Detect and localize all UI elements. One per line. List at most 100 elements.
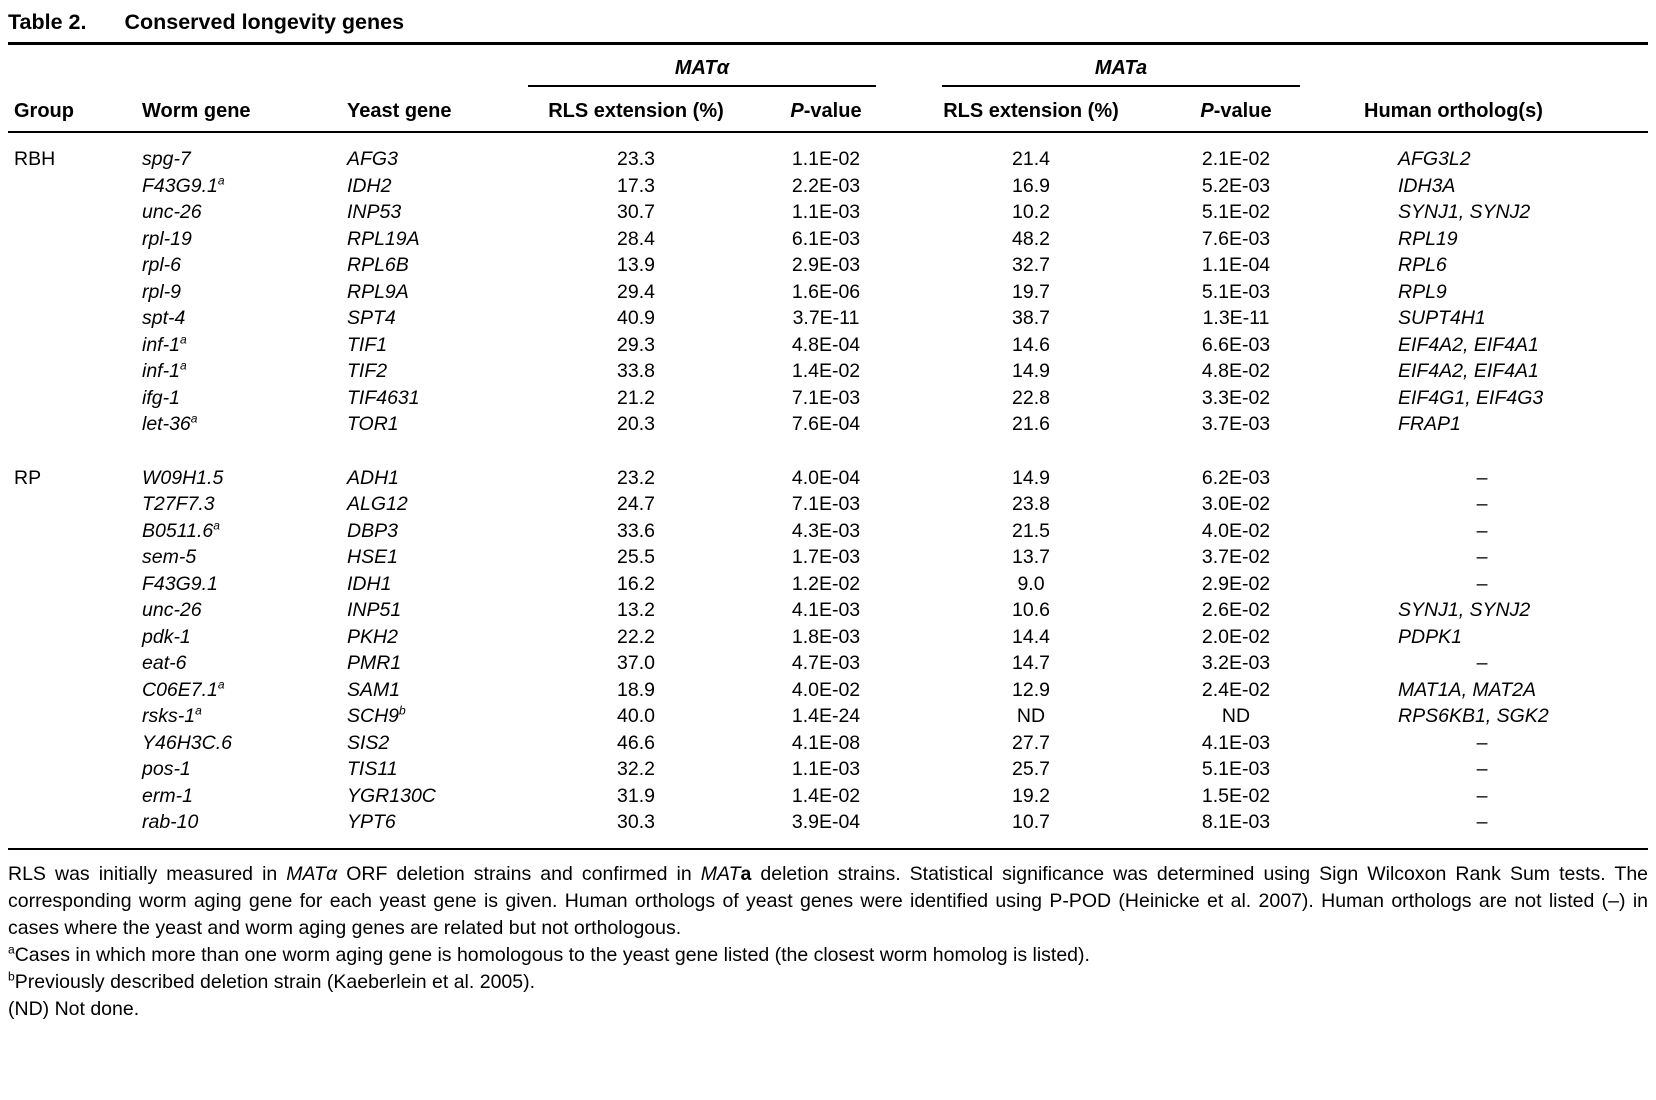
mat-a-rls-cell: 16.9 [1012, 174, 1050, 197]
group-cell [8, 252, 136, 279]
mat-alpha-pvalue-cell: 1.8E-03 [791, 625, 861, 648]
mat-a-rls-cell: 14.7 [1012, 652, 1050, 674]
mat-a-rls-cell: 21.5 [1012, 519, 1050, 542]
worm-gene-cell: eat-6 [142, 652, 187, 674]
footnote-text: Previously described deletion strain (Ka… [14, 970, 536, 993]
human-ortholog-cell: MAT1A, MAT2A [1398, 678, 1536, 701]
table-row: rpl-19 RPL19A 28.4 6.1E-03 48.2 7.6E-03 RPL19 [8, 226, 1648, 253]
mat-alpha-rls-cell: 30.7 [617, 201, 655, 223]
mat-alpha-pvalue-cell: 6.1E-03 [791, 227, 861, 250]
p-value-italic-p: P [790, 100, 804, 122]
table-2-page: Table 2. Conserved longevity genes MATα M… [8, 8, 1648, 1023]
mat-a-pvalue-cell: 4.8E-02 [1201, 360, 1271, 382]
group-cell [8, 385, 136, 412]
col-header-alpha-pvalue: P-value [746, 87, 906, 133]
human-ortholog-cell: AFG3L2 [1398, 148, 1471, 170]
mat-alpha-rls-cell: 22.2 [617, 625, 655, 648]
mat-a-pvalue-cell: 3.3E-02 [1201, 386, 1271, 409]
mat-alpha-pvalue-cell: 1.1E-03 [791, 201, 861, 223]
mat-alpha-rls-cell: 33.6 [617, 519, 655, 542]
human-ortholog-cell: RPL9 [1398, 280, 1447, 303]
table-body: RBH spg-7 AFG3 23.3 1.1E-02 21.4 2.1E-02 AFG3L2… [8, 132, 1648, 844]
table-row: unc-26 INP53 30.7 1.1E-03 10.2 5.1E-02 SYNJ1, … [8, 199, 1648, 226]
mat-alpha-pvalue-cell: 1.2E-02 [791, 572, 861, 595]
mat-alpha-rls-cell: 13.2 [617, 599, 655, 621]
group-cell [8, 677, 136, 704]
column-header-row: Group Worm gene Yeast gene RLS extension… [8, 87, 1648, 133]
mat-alpha-pvalue-cell: 4.1E-08 [791, 731, 861, 754]
mat-a-pvalue-cell: 1.5E-02 [1201, 784, 1271, 807]
yeast-gene-cell: SAM1 [347, 678, 401, 701]
table-row: C06E7.1a SAM1 18.9 4.0E-02 12.9 2.4E-02 MAT1A,… [8, 677, 1648, 704]
human-ortholog-cell: RPL6 [1398, 254, 1447, 276]
mat-alpha-rls-cell: 40.9 [617, 307, 655, 329]
mat-a-rls-cell: 48.2 [1012, 227, 1050, 250]
human-ortholog-cell: – [1476, 572, 1488, 595]
human-ortholog-cell: EIF4A2, EIF4A1 [1398, 333, 1539, 356]
mat-a-rls-cell: 23.8 [1012, 493, 1050, 515]
mat-alpha-pvalue-cell: 1.1E-02 [791, 148, 861, 170]
mating-type-spacer-left [8, 57, 526, 87]
yeast-gene-cell: DBP3 [347, 519, 398, 542]
worm-gene-cell: inf-1a [142, 332, 187, 356]
mat-alpha-label: MATα [528, 57, 876, 87]
mat-a-rls-cell: 19.2 [1012, 784, 1050, 807]
mat-a-pvalue-cell: 2.6E-02 [1201, 599, 1271, 621]
yeast-gene-cell: SIS2 [347, 731, 390, 754]
mat-a-pvalue-cell: 4.1E-03 [1201, 731, 1271, 754]
table-row: ifg-1 TIF4631 21.2 7.1E-03 22.8 3.3E-02 EIF4G1… [8, 385, 1648, 412]
footnote-superscript-marker: b [8, 969, 15, 983]
footnote: (ND) Not done. [8, 996, 1648, 1023]
human-ortholog-cell: – [1476, 784, 1488, 807]
table-row: T27F7.3 ALG12 24.7 7.1E-03 23.8 3.0E-02 – [8, 491, 1648, 518]
mat-alpha-pvalue-cell: 1.6E-06 [791, 280, 861, 303]
mat-alpha-rls-cell: 24.7 [617, 493, 655, 515]
mat-a-rls-cell: 14.4 [1012, 625, 1050, 648]
yeast-gene-cell: TOR1 [347, 413, 399, 435]
table-row: rpl-6 RPL6B 13.9 2.9E-03 32.7 1.1E-04 RPL6 [8, 252, 1648, 279]
group-cell [8, 756, 136, 783]
footnote-text: MATα [286, 862, 338, 885]
human-ortholog-cell: EIF4G1, EIF4G3 [1398, 386, 1544, 409]
worm-gene-cell: T27F7.3 [142, 493, 215, 515]
group-cell [8, 624, 136, 651]
group-cell [8, 279, 136, 306]
footnote-text: MAT [700, 862, 741, 885]
worm-gene-cell: F43G9.1a [142, 173, 225, 197]
table-row: inf-1a TIF2 33.8 1.4E-02 14.9 4.8E-02 EIF4A2, … [8, 358, 1648, 385]
mating-type-header-row: MATα MATa [8, 57, 1648, 87]
human-ortholog-cell: EIF4A2, EIF4A1 [1398, 360, 1539, 382]
mat-a-pvalue-cell: 3.7E-03 [1201, 413, 1271, 435]
human-ortholog-cell: SYNJ1, SYNJ2 [1398, 599, 1531, 621]
yeast-gene-cell: RPL9A [347, 280, 409, 303]
worm-gene-cell: rab-10 [142, 811, 199, 833]
yeast-gene-cell: TIF1 [347, 333, 388, 356]
table-row: rab-10 YPT6 30.3 3.9E-04 10.7 8.1E-03 – [8, 809, 1648, 844]
yeast-gene-cell: PKH2 [347, 625, 398, 648]
worm-gene-cell: spt-4 [142, 307, 186, 329]
mat-a-pvalue-cell: 6.2E-03 [1201, 466, 1271, 489]
longevity-genes-table: MATα MATa Group Worm gene Yeast gene RLS… [8, 57, 1648, 844]
mat-alpha-pvalue-cell: 4.8E-04 [791, 333, 861, 356]
yeast-gene-cell: SPT4 [347, 307, 396, 329]
footnote: RLS was initially measured in MATα ORF d… [8, 861, 1648, 942]
mat-alpha-pvalue-cell: 3.7E-11 [792, 307, 860, 329]
human-ortholog-cell: FRAP1 [1398, 413, 1461, 435]
table-title: Table 2. Conserved longevity genes [8, 8, 1648, 42]
table-number: Table 2. [8, 10, 87, 34]
worm-gene-cell: sem-5 [142, 546, 197, 568]
mat-a-rls-cell: 14.9 [1012, 466, 1050, 489]
mat-alpha-pvalue-cell: 1.4E-24 [791, 705, 861, 727]
mat-a-pvalue-cell: 1.3E-11 [1202, 307, 1270, 329]
mat-alpha-rls-cell: 17.3 [617, 174, 655, 197]
group-cell [8, 358, 136, 385]
table-row: inf-1a TIF1 29.3 4.8E-04 14.6 6.6E-03 EIF4A2, … [8, 332, 1648, 359]
human-ortholog-cell: – [1476, 493, 1488, 515]
group-cell [8, 305, 136, 332]
mat-alpha-rls-cell: 20.3 [617, 413, 655, 435]
human-ortholog-cell: – [1476, 652, 1488, 674]
yeast-gene-cell: TIS11 [347, 758, 398, 780]
mat-alpha-rls-cell: 23.3 [617, 148, 655, 170]
superscript-note-marker: a [217, 677, 225, 691]
superscript-note-marker: b [399, 703, 406, 718]
